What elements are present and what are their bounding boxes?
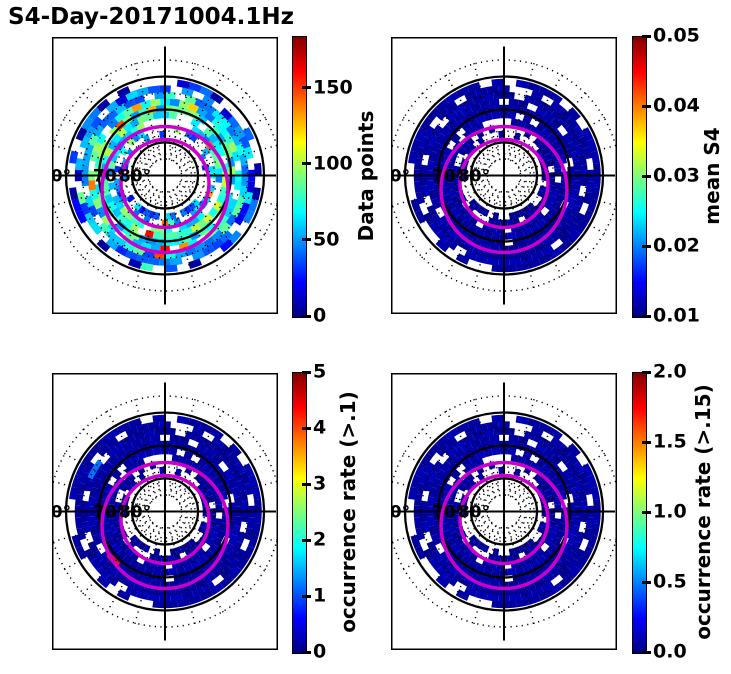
figure-title: S4-Day-20171004.1Hz: [8, 4, 294, 30]
latitude-labels: 60° 70°80°: [52, 503, 151, 523]
colorbar-axis-label-data-points: Data points: [354, 110, 378, 242]
colorbar-tick: [642, 650, 651, 654]
colorbar-tick-label: 1.0: [653, 500, 687, 523]
svg-text:70°: 70°: [432, 503, 464, 523]
colorbar-tick-label: 1.5: [653, 430, 687, 453]
colorbar-tick-label: 150: [313, 76, 353, 99]
plot-border: [391, 373, 617, 650]
colorbar-axis-label-occurrence-rate-015: occurrence rate (>.15): [691, 384, 715, 640]
svg-text:70°: 70°: [93, 503, 125, 523]
latitude-labels: 60° 70°80°: [391, 167, 490, 187]
svg-text:60°: 60°: [52, 167, 71, 187]
colorbar-tick-label: 0.01: [653, 304, 700, 327]
colorbar-tick: [642, 34, 651, 38]
colorbar-tick-label: 0.5: [653, 570, 687, 593]
colorbar-tick-label: 0.05: [653, 24, 700, 47]
auroral-oval-contours: [100, 124, 230, 255]
colorbar-tick: [302, 426, 311, 430]
svg-text:80°: 80°: [119, 503, 151, 523]
colorbar-tick-label: 0: [313, 304, 327, 327]
crosshair-lines: [54, 382, 276, 641]
colorbar-tick-label: 4: [313, 416, 327, 439]
plot-border: [52, 373, 278, 650]
colorbar-tick-label: 0.04: [653, 94, 700, 117]
colorbar-tick: [642, 174, 651, 178]
polar-plot-occurrence-rate-015: 60° 70°80°: [391, 373, 617, 650]
colorbar-tick: [642, 104, 651, 108]
polar-plot-occurrence-rate-01: 60° 70°80°: [52, 373, 278, 650]
polar-panel-data-points: 60° 70°80°: [52, 37, 278, 314]
colorbar-tick: [302, 650, 311, 654]
polar-panel-occurrence-rate-015: 60° 70°80°: [391, 373, 617, 650]
auroral-oval-contours: [439, 460, 569, 591]
crosshair-lines: [54, 46, 276, 305]
crosshair-lines: [393, 46, 615, 305]
crosshair-lines: [393, 382, 615, 641]
colorbar-tick-label: 0.0: [653, 640, 687, 663]
colorbar-tick: [302, 538, 311, 542]
colorbar-tick-label: 100: [313, 152, 353, 175]
latitude-labels: 60° 70°80°: [391, 503, 490, 523]
colorbar-tick-label: 1: [313, 584, 327, 607]
plot-border: [391, 37, 617, 314]
colorbar-tick: [302, 370, 311, 374]
colorbar-tick: [642, 440, 651, 444]
colorbar-tick-label: 2.0: [653, 360, 687, 383]
colorbar-tick: [642, 510, 651, 514]
plot-border: [52, 37, 278, 314]
heatmap-cells: [408, 78, 601, 273]
colorbar-tick: [302, 86, 311, 90]
heatmap-cells: [69, 414, 262, 609]
colorbar-tick: [642, 314, 651, 318]
colorbar-axis-label-mean-s4: mean S4: [700, 127, 724, 225]
svg-text:80°: 80°: [458, 167, 490, 187]
colorbar-tick-label: 3: [313, 472, 327, 495]
colorbar-tick-label: 0.03: [653, 164, 700, 187]
auroral-oval-contours: [439, 124, 569, 255]
colorbar-tick-label: 0: [313, 640, 327, 663]
colorbar-tick-label: 50: [313, 228, 340, 251]
latitude-labels: 60° 70°80°: [52, 167, 151, 187]
colorbar-tick-label: 0.02: [653, 234, 700, 257]
colorbar-axis-label-occurrence-rate-01: occurrence rate (>.1): [336, 391, 360, 633]
colorbar-tick-label: 2: [313, 528, 327, 551]
colorbar-data-points: [292, 36, 307, 318]
polar-plot-data-points: 60° 70°80°: [52, 37, 278, 314]
svg-text:70°: 70°: [432, 167, 464, 187]
colorbar-tick: [302, 238, 311, 242]
svg-text:60°: 60°: [52, 503, 71, 523]
svg-text:60°: 60°: [391, 167, 410, 187]
colorbar-tick: [302, 162, 311, 166]
colorbar-tick: [302, 482, 311, 486]
polar-panel-occurrence-rate-01: 60° 70°80°: [52, 373, 278, 650]
svg-text:70°: 70°: [93, 167, 125, 187]
colorbar-tick: [642, 244, 651, 248]
svg-text:80°: 80°: [458, 503, 490, 523]
colorbar-occurrence-rate-01: [292, 372, 307, 654]
polar-panel-mean-s4: 60° 70°80°: [391, 37, 617, 314]
colorbar-tick: [302, 314, 311, 318]
polar-plot-mean-s4: 60° 70°80°: [391, 37, 617, 314]
auroral-oval-contours: [100, 460, 230, 591]
colorbar-tick: [302, 594, 311, 598]
svg-text:60°: 60°: [391, 503, 410, 523]
colorbar-tick: [642, 370, 651, 374]
colorbar-tick: [642, 580, 651, 584]
colorbar-tick-label: 5: [313, 360, 327, 383]
svg-text:80°: 80°: [119, 167, 151, 187]
